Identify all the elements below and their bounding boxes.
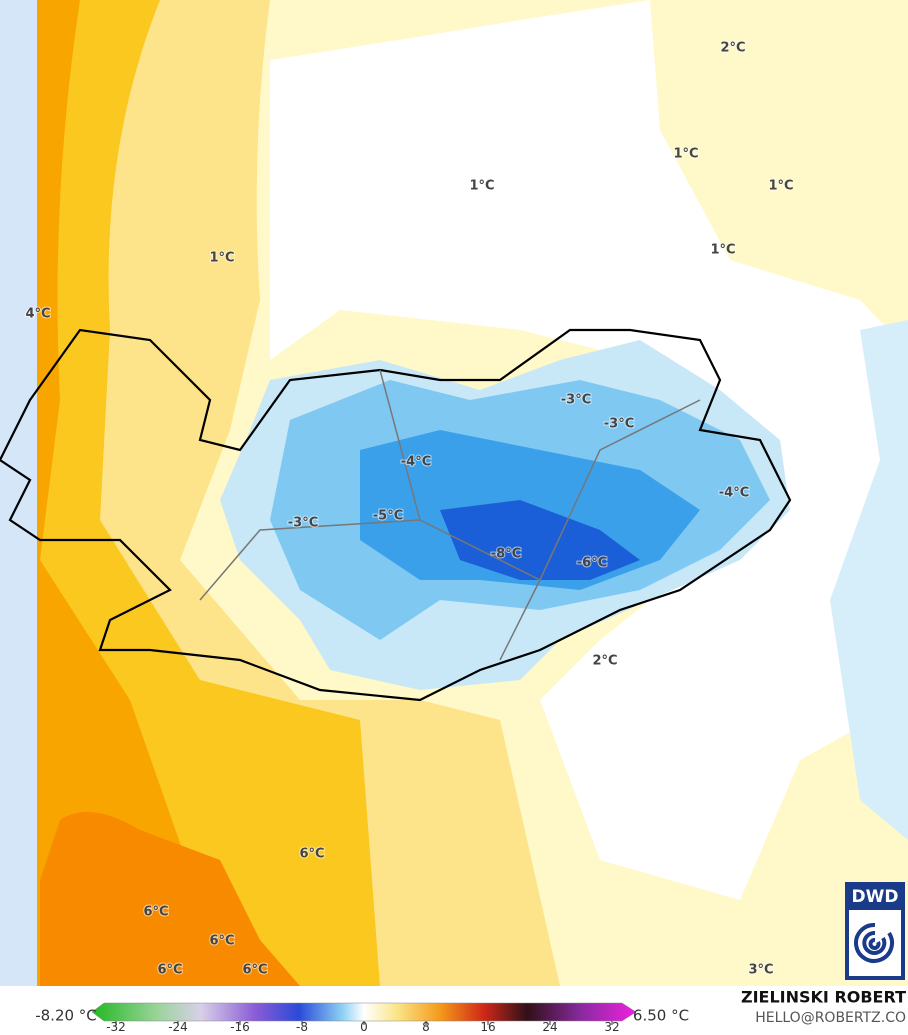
- temperature-label: 6°C: [157, 963, 182, 978]
- email: HELLO@ROBERTZ.CO: [755, 1010, 906, 1026]
- region-borders: [199, 369, 701, 661]
- tick-label: -8: [296, 1020, 308, 1034]
- tick-label: 0: [360, 1020, 368, 1034]
- coastline: [0, 328, 792, 702]
- temperature-label: 1°C: [469, 179, 494, 194]
- edge-strip: [0, 0, 37, 986]
- temperature-label: -4°C: [401, 455, 431, 470]
- temperature-label: 1°C: [710, 243, 735, 258]
- temperature-label: 1°C: [768, 179, 793, 194]
- cold-offshore: [830, 320, 908, 840]
- temperature-label: 2°C: [720, 41, 745, 56]
- temperature-label: 4°C: [25, 307, 50, 322]
- tick-label: 24: [542, 1020, 557, 1034]
- legend-min: -8.20 °C: [35, 1007, 97, 1025]
- tick-label: 8: [422, 1020, 430, 1034]
- temperature-label: -6°C: [577, 556, 607, 571]
- temperature-label: 6°C: [299, 847, 324, 862]
- coldest-core: [440, 500, 640, 580]
- logo-text: DWD: [852, 887, 899, 907]
- tick-label: -16: [230, 1020, 250, 1034]
- temperature-label: -8°C: [491, 547, 521, 562]
- author: ZIELINSKI ROBERT: [741, 988, 906, 1007]
- hot-zone: [40, 812, 300, 986]
- tick-label: 16: [480, 1020, 495, 1034]
- temperature-label: 6°C: [209, 934, 234, 949]
- warmest-zone: [37, 0, 230, 986]
- legend: -8.20 °C 6.50 °C -32 -24 -16 -8 0 8 16 24 32: [35, 1002, 689, 1034]
- cold-zone: [270, 0, 908, 900]
- tick-label: -32: [106, 1020, 126, 1034]
- temperature-label: 2°C: [592, 654, 617, 669]
- map: 2°C 1°C 1°C 1°C 1°C 1°C 4°C -3°C -3°C -4°C -4°C -3°…: [0, 0, 908, 986]
- temperature-label: 1°C: [673, 147, 698, 162]
- temperature-label: -4°C: [719, 486, 749, 501]
- legend-max: 6.50 °C: [633, 1007, 689, 1025]
- temperature-label: -5°C: [373, 509, 403, 524]
- temperature-label: -3°C: [561, 393, 591, 408]
- tick-label: 32: [604, 1020, 619, 1034]
- temperature-label: 1°C: [209, 251, 234, 266]
- temperature-label: 3°C: [748, 963, 773, 978]
- temperature-label: 6°C: [143, 905, 168, 920]
- colorbar: [91, 1002, 637, 1022]
- temperature-label: -3°C: [288, 516, 318, 531]
- temperature-label: 6°C: [242, 963, 267, 978]
- tick-label: -24: [168, 1020, 188, 1034]
- logo: DWD: [845, 882, 905, 980]
- temperature-label: -3°C: [604, 417, 634, 432]
